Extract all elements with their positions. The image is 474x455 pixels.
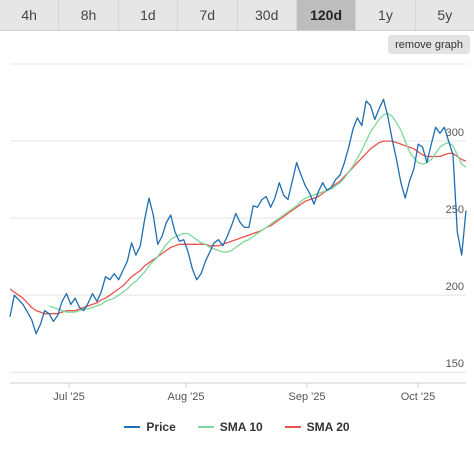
legend-label-price: Price: [146, 420, 176, 434]
tab-30d[interactable]: 30d: [238, 0, 297, 30]
y-tick-label-1: 200: [446, 281, 464, 293]
series-line-sma-10: [48, 112, 467, 313]
y-tick-label-2: 250: [446, 204, 464, 216]
remove-graph-button[interactable]: remove graph: [388, 35, 470, 54]
legend-swatch-price: [124, 426, 141, 428]
x-tick-label-3: Oct '25: [401, 391, 436, 403]
legend-label-sma20: SMA 20: [306, 420, 350, 434]
y-tick-label-0: 150: [446, 358, 464, 370]
tab-120d[interactable]: 120d: [296, 0, 357, 30]
tab-7d[interactable]: 7d: [178, 0, 238, 30]
tab-4h[interactable]: 4h: [0, 0, 60, 30]
legend-label-sma10: SMA 10: [219, 420, 263, 434]
x-tick-label-2: Sep '25: [289, 391, 326, 403]
timeframe-tabs: 4h 8h 1d 7d 30d 120d 1y 5y: [0, 0, 474, 31]
tab-1d[interactable]: 1d: [119, 0, 179, 30]
chart-legend: Price SMA 10 SMA 20: [0, 420, 474, 434]
legend-swatch-sma20: [284, 426, 301, 428]
tab-5y[interactable]: 5y: [437, 7, 453, 23]
legend-item-price[interactable]: Price: [124, 420, 176, 434]
x-tick-label-1: Aug '25: [168, 391, 205, 403]
y-tick-label-3: 300: [446, 127, 464, 139]
price-chart: 150 200 250 300 Jul '25 Aug '25 Sep '25 Oct '25: [9, 63, 467, 403]
series-line-price: [9, 98, 467, 335]
tab-1y[interactable]: 1y: [356, 0, 416, 30]
x-tick-label-0: Jul '25: [53, 391, 84, 403]
tab-8h[interactable]: 8h: [59, 0, 119, 30]
legend-item-sma10[interactable]: SMA 10: [197, 420, 263, 434]
legend-swatch-sma10: [197, 426, 214, 428]
legend-item-sma20[interactable]: SMA 20: [284, 420, 350, 434]
